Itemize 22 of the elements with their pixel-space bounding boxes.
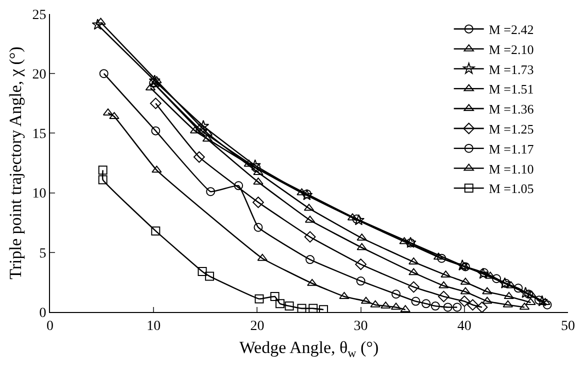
y-axis-title: Triple point trajectory Angle, χ (°) (6, 46, 25, 280)
legend-label: M =2.10 (488, 42, 534, 57)
y-tick-label: 15 (32, 127, 46, 142)
y-tick-label: 10 (32, 186, 46, 202)
x-tick-label: 30 (354, 318, 368, 334)
legend-label: M =1.05 (488, 181, 534, 196)
legend-label: M =1.10 (488, 161, 534, 176)
legend-label: M =1.17 (488, 141, 534, 156)
legend-label: M =1.73 (488, 62, 534, 77)
y-tick-label: 25 (32, 8, 46, 23)
legend-label: M =1.51 (488, 82, 534, 97)
x-tick-label: 20 (250, 318, 264, 334)
y-tick-label: 0 (39, 306, 46, 321)
x-axis-title: Wedge Angle, θ$_{w}$ (°) (239, 338, 379, 360)
legend-label: M =1.25 (488, 122, 534, 137)
legend-label: M =2.42 (488, 22, 534, 38)
x-tick-label: 50 (561, 318, 575, 334)
x-tick-label: 40 (457, 318, 472, 334)
y-tick-label: 5 (39, 246, 46, 262)
x-tick-label: 10 (146, 318, 161, 334)
legend-label: M =1.36 (488, 102, 534, 117)
y-tick-label: 20 (32, 68, 46, 82)
